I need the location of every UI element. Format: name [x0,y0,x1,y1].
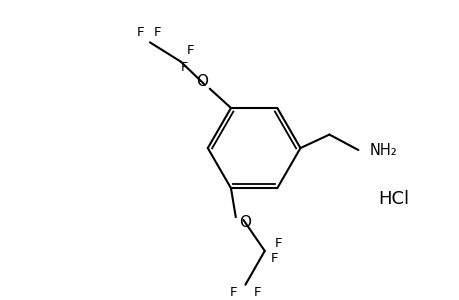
Text: HCl: HCl [378,190,409,208]
Text: NH₂: NH₂ [369,142,397,158]
Text: O: O [196,74,207,89]
Text: F: F [136,26,144,39]
Text: F: F [274,237,281,250]
Text: F: F [230,286,237,299]
Text: F: F [186,44,194,57]
Text: O: O [239,215,251,230]
Text: F: F [253,286,260,299]
Text: F: F [181,61,188,74]
Text: F: F [154,26,161,39]
Text: F: F [270,252,278,265]
